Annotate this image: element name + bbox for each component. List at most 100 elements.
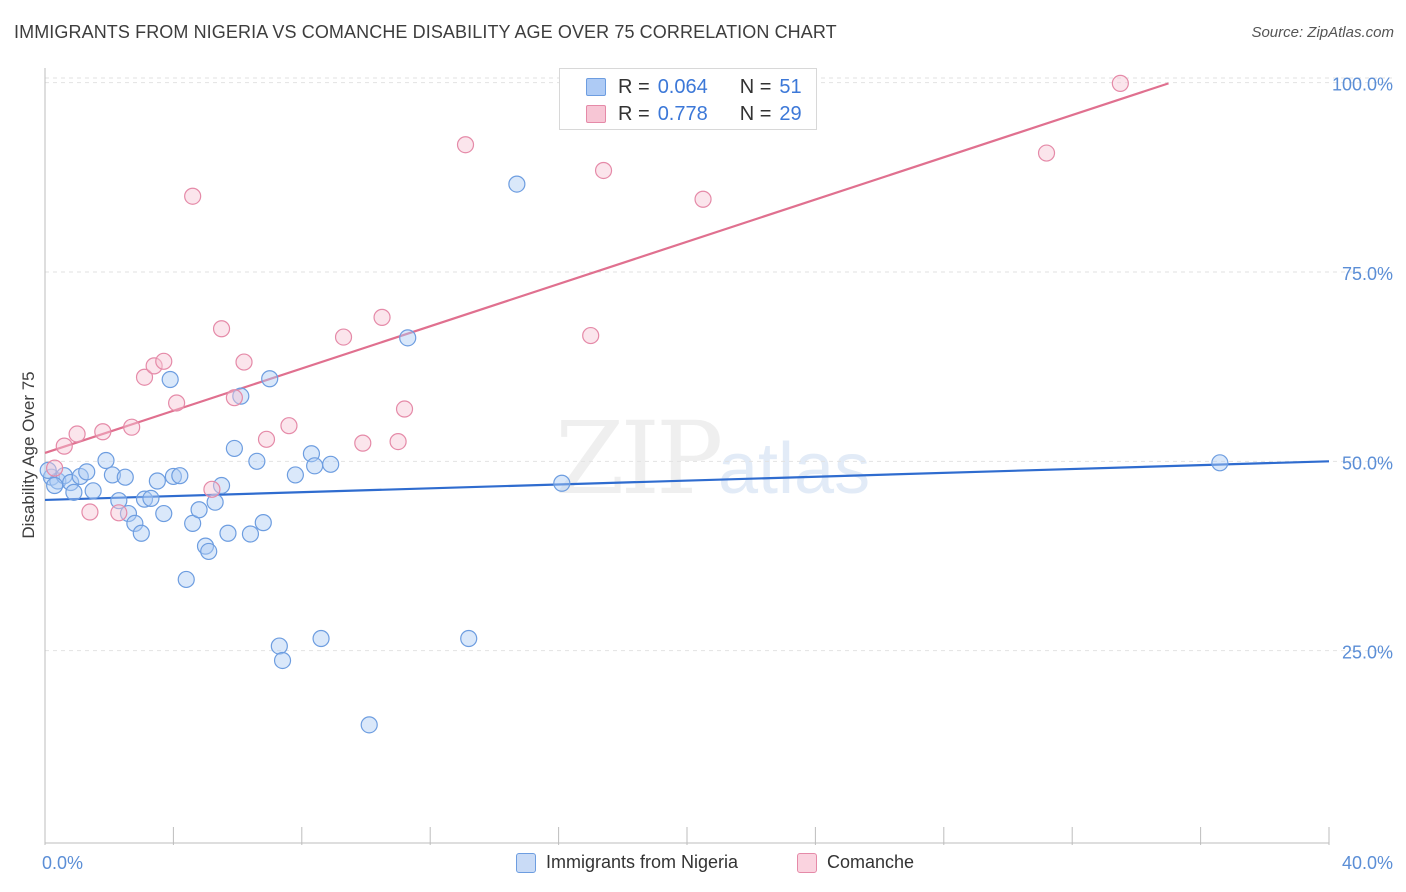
data-point <box>460 629 478 648</box>
data-point <box>65 483 83 501</box>
correlation-legend: R = 0.064 N = 51 R = 0.778 N = 29 <box>559 68 817 130</box>
data-point <box>232 387 250 405</box>
series-comanche <box>46 74 1129 522</box>
y-tick-label: 75.0% <box>1342 264 1393 284</box>
data-point <box>62 473 80 492</box>
source-credit: Source: ZipAtlas.com <box>1251 24 1394 41</box>
data-point <box>395 400 414 418</box>
data-point <box>142 489 160 508</box>
trend-line-nigeria <box>44 460 1330 502</box>
data-point <box>184 187 202 205</box>
data-point <box>360 716 378 734</box>
data-point <box>55 437 73 455</box>
series-label-comanche: Comanche <box>827 852 915 872</box>
data-point <box>168 394 186 412</box>
legend-n-label: N = <box>739 102 772 125</box>
trend-lines <box>44 82 1330 502</box>
series-nigeria <box>39 175 1229 734</box>
data-point <box>212 320 231 338</box>
data-point <box>594 161 613 180</box>
data-point <box>110 492 128 510</box>
legend-swatch-comanche <box>586 105 606 123</box>
series-swatch-comanche <box>797 852 817 873</box>
legend-r-label: R = <box>618 75 650 98</box>
data-point <box>286 466 304 484</box>
legend-n-value: 51 <box>779 75 802 98</box>
data-point <box>241 525 260 543</box>
data-point <box>78 463 96 481</box>
data-point <box>81 503 99 521</box>
data-point <box>94 423 112 441</box>
trend-line-comanche <box>44 82 1169 455</box>
data-point <box>508 175 526 193</box>
data-point <box>84 482 102 500</box>
y-tick-label: 100.0% <box>1332 75 1393 95</box>
data-point <box>148 472 166 490</box>
data-point <box>212 476 231 495</box>
series-swatch-nigeria <box>516 852 536 873</box>
data-point <box>322 455 340 473</box>
data-point <box>46 459 64 477</box>
data-point <box>203 480 221 498</box>
axis-labels: 25.0% 50.0% 75.0% 100.0% 0.0% 40.0% Disability… <box>19 75 1393 873</box>
chart-title: IMMIGRANTS FROM NIGERIA VS COMANCHE DISA… <box>14 22 837 42</box>
legend-row-nigeria: R = 0.064 N = 51 <box>586 75 802 99</box>
data-point <box>1211 454 1229 472</box>
legend-row-comanche: R = 0.778 N = 29 <box>586 102 802 126</box>
data-point <box>261 370 279 388</box>
data-point <box>145 357 163 375</box>
data-point <box>354 434 372 452</box>
data-point <box>155 352 173 370</box>
legend-swatch-nigeria <box>586 78 606 96</box>
data-point <box>123 418 141 436</box>
data-point <box>270 637 288 655</box>
data-point <box>306 457 324 475</box>
data-point <box>155 504 173 523</box>
data-point <box>119 504 138 523</box>
legend-r-value: 0.778 <box>657 102 708 125</box>
data-point <box>582 326 600 345</box>
y-tick-label: 25.0% <box>1342 643 1393 663</box>
data-point <box>280 417 298 435</box>
data-point <box>132 524 150 542</box>
data-point <box>1111 74 1129 92</box>
data-point <box>312 629 330 648</box>
data-point <box>399 329 417 347</box>
x-tick-label-max: 40.0% <box>1342 853 1393 873</box>
data-point <box>694 190 712 208</box>
data-point <box>200 542 218 561</box>
data-point <box>103 466 122 484</box>
data-point <box>135 490 154 508</box>
series-legend: Immigrants from Nigeria Comanche <box>0 852 1406 878</box>
data-point <box>46 476 64 495</box>
data-point <box>97 451 115 470</box>
data-point <box>39 461 57 479</box>
series-label-nigeria: Immigrants from Nigeria <box>546 852 739 872</box>
data-point <box>254 514 272 532</box>
data-point <box>177 570 195 589</box>
data-point <box>334 328 353 346</box>
data-point <box>273 651 292 670</box>
data-point <box>164 467 182 486</box>
series-legend-nigeria[interactable]: Immigrants from Nigeria <box>516 852 738 873</box>
data-point <box>225 389 243 407</box>
x-tick-label-min: 0.0% <box>42 853 83 873</box>
legend-r-label: R = <box>618 102 650 125</box>
data-point <box>190 501 208 519</box>
series-legend-comanche[interactable]: Comanche <box>797 852 914 873</box>
data-point <box>68 425 86 443</box>
legend-n-label: N = <box>739 75 772 98</box>
data-point <box>248 452 266 470</box>
legend-r-value: 0.064 <box>657 75 708 98</box>
data-point <box>1037 144 1056 162</box>
data-point <box>553 474 571 492</box>
data-point <box>196 537 215 555</box>
data-point <box>373 308 391 326</box>
watermark-atlas: atlas <box>718 429 871 509</box>
data-point <box>116 468 134 486</box>
data-point <box>225 439 243 458</box>
data-point <box>126 514 144 532</box>
data-point <box>135 368 154 386</box>
axes <box>44 68 1330 845</box>
